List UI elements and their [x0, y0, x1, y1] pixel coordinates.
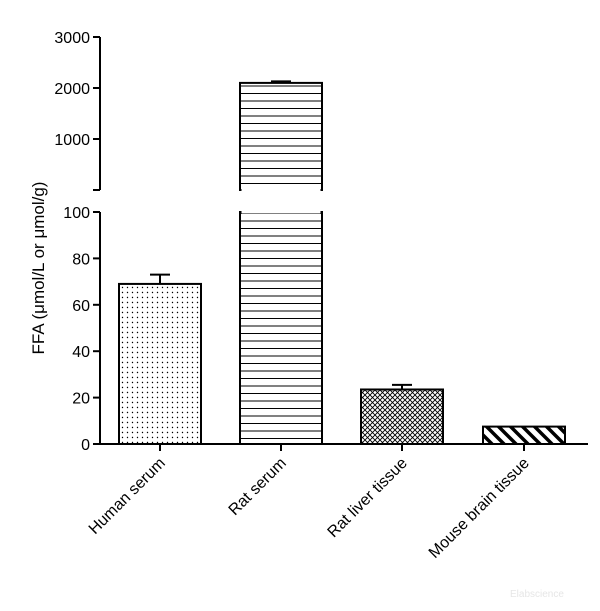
y-tick-label: 3000 — [54, 30, 90, 47]
x-tick-label: Mouse brain tissue — [426, 455, 533, 562]
x-tick-label: Rat liver tissue — [325, 455, 411, 541]
bar — [360, 388, 444, 446]
bar — [239, 211, 323, 445]
bar — [118, 282, 202, 446]
y-tick-label: 0 — [81, 437, 90, 454]
x-axis: Human serum Rat serum Rat liver tissue Mous… — [86, 443, 588, 562]
x-tick-label: Human serum — [86, 455, 169, 538]
bar-break-gap — [241, 210, 321, 214]
y-tick-label: 40 — [72, 344, 90, 361]
y-tick-label: 80 — [72, 251, 90, 268]
y-tick-label: 100 — [63, 205, 90, 222]
bars — [118, 80, 566, 446]
y-tick-label: 2000 — [54, 81, 90, 98]
x-tick-label: Rat serum — [226, 455, 290, 519]
y-axis-label: FFA (μmol/L or μmol/g) — [29, 182, 48, 355]
y-axis: 0 20 40 60 80 100 1000 2000 3000 — [54, 30, 101, 454]
y-tick-label: 60 — [72, 298, 90, 315]
y-tick-label: 1000 — [54, 132, 90, 149]
y-tick-label: 20 — [72, 391, 90, 408]
bar-upper — [239, 81, 323, 191]
bar — [482, 425, 566, 446]
watermark: Elabscience — [510, 589, 564, 600]
bar-break-gap — [241, 189, 321, 192]
